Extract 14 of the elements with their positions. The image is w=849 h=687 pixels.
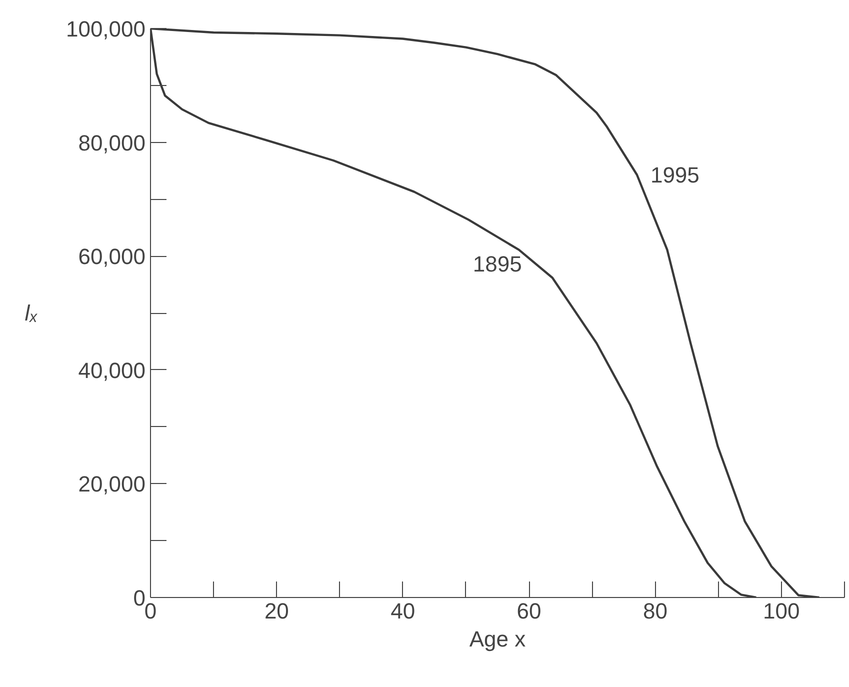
y-tick-label: 40,000: [78, 358, 146, 383]
y-tick-label: 100,000: [66, 16, 146, 42]
x-tick-label: 20: [264, 598, 289, 624]
series-label: 1895: [472, 252, 522, 277]
series-label: 1995: [650, 162, 700, 188]
y-tick-label: 80,000: [78, 130, 146, 156]
y-axis-title: lₓ: [24, 300, 38, 326]
x-tick-label: 100: [763, 598, 800, 624]
y-tick-label: 60,000: [78, 244, 146, 270]
x-tick-label: 40: [390, 598, 416, 624]
x-tick-label: 80: [642, 598, 668, 624]
x-tick-label: 60: [516, 598, 542, 624]
x-axis-title: Age x: [469, 626, 526, 652]
y-tick-label: 20,000: [78, 472, 146, 497]
